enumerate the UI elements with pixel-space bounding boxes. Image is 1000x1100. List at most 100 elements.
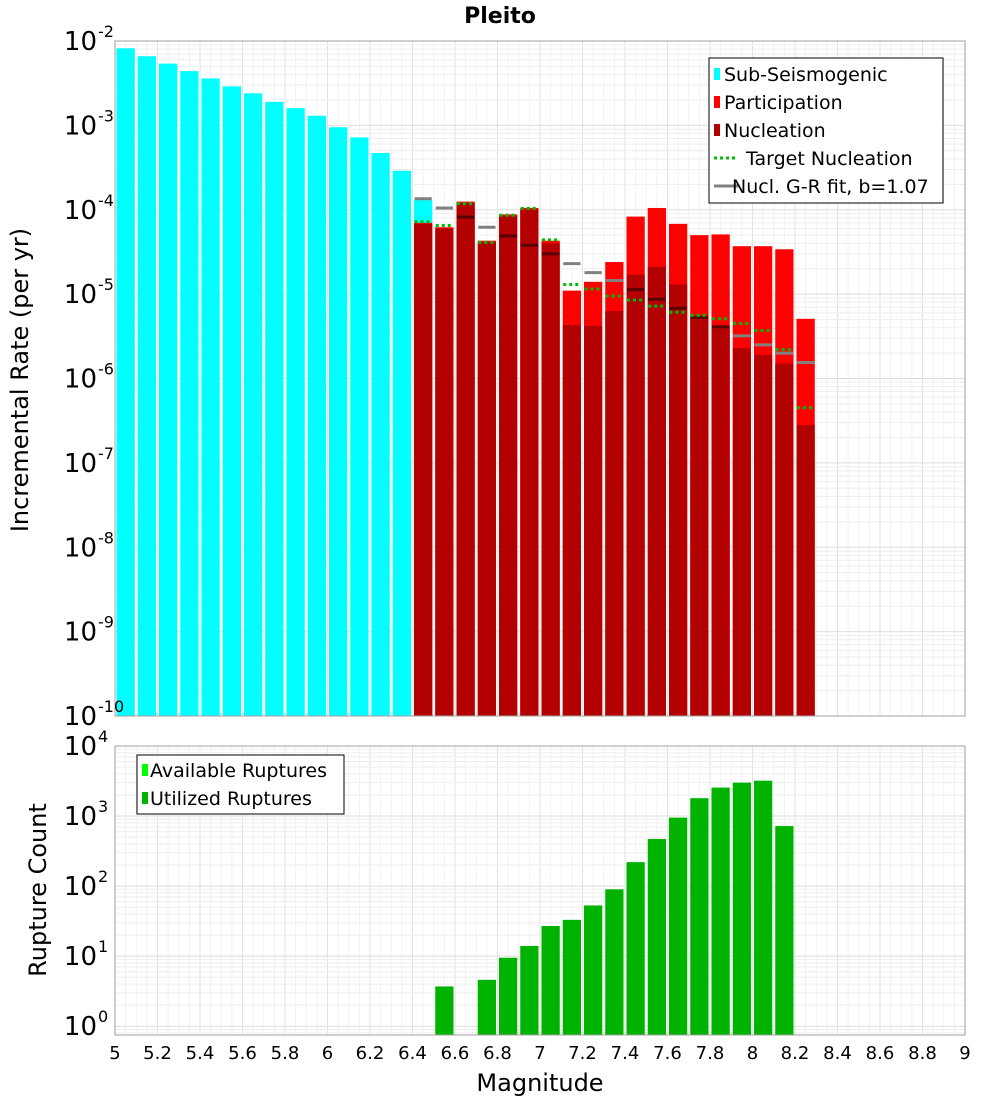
sub-seismogenic-bar: [244, 93, 263, 716]
rate-ytick-exponent: -9: [98, 613, 114, 632]
sub-seismogenic-bar: [392, 170, 411, 716]
x-tick-label: 5.8: [271, 1043, 300, 1064]
legend-swatch: [714, 68, 720, 80]
count-plot-border: [114, 745, 966, 1036]
utilized-ruptures-bar: [690, 798, 709, 1035]
chart-title: Pleito: [464, 4, 536, 29]
sub-seismogenic-bar: [265, 101, 284, 716]
nucleation-bar: [520, 209, 539, 716]
nucleation-bar: [499, 216, 518, 717]
x-tick-label: 6.4: [398, 1043, 427, 1064]
count-ytick-label: 10: [64, 732, 97, 762]
rate-ytick-label: 10: [64, 618, 97, 648]
sub-seismogenic-bar: [371, 153, 390, 716]
count-ytick-exponent: 2: [98, 867, 108, 886]
nucleation-bar: [669, 284, 688, 716]
legend-swatch: [142, 792, 148, 804]
count-ytick-label: 10: [64, 802, 97, 832]
x-tick-label: 5.4: [186, 1043, 215, 1064]
sub-seismogenic-bar: [201, 78, 220, 717]
rate-ytick-exponent: -8: [98, 528, 114, 547]
rate-ytick-label: 10: [64, 702, 97, 732]
x-tick-label: 8.2: [781, 1043, 810, 1064]
count-legend: Available Ruptures Utilized Ruptures: [136, 754, 345, 815]
rate-ytick-exponent: -3: [98, 106, 114, 125]
utilized-ruptures-bar: [541, 925, 560, 1035]
count-ytick-label: 10: [64, 872, 97, 902]
x-tick-label: 8.6: [866, 1043, 895, 1064]
count-ytick-exponent: 3: [98, 797, 108, 816]
legend-label: Sub-Seismogenic: [724, 64, 888, 86]
x-tick-label: 8.4: [823, 1043, 852, 1064]
nucleation-bar: [732, 347, 751, 716]
x-tick-label: 6: [322, 1043, 333, 1064]
rate-ytick-label: 10: [64, 449, 97, 479]
rate-ytick-label: 10: [64, 27, 97, 57]
count-ytick-label: 10: [64, 942, 97, 972]
x-tick-label: 9: [959, 1043, 970, 1064]
sub-seismogenic-bar: [137, 56, 156, 717]
x-tick-label: 7: [534, 1043, 545, 1064]
nucleation-bar: [626, 274, 645, 716]
utilized-ruptures-bar: [562, 919, 581, 1035]
utilized-ruptures-bar: [584, 905, 603, 1035]
legend-label: Available Ruptures: [150, 760, 327, 782]
sub-seismogenic-bar: [159, 63, 178, 716]
nucleation-bar: [775, 363, 794, 716]
utilized-ruptures-bar: [732, 782, 751, 1035]
sub-seismogenic-bar: [350, 137, 369, 716]
nucleation-bar: [414, 223, 433, 716]
nucleation-bar: [477, 242, 496, 716]
legend-swatch: [714, 124, 720, 136]
x-tick-label: 8: [747, 1043, 758, 1064]
x-tick-label: 5.2: [143, 1043, 172, 1064]
utilized-ruptures-bar: [711, 787, 730, 1035]
nucleation-bar: [584, 325, 603, 716]
x-tick-label: 6.8: [483, 1043, 512, 1064]
legend-swatch: [142, 764, 148, 776]
legend-swatch: [714, 96, 720, 108]
sub-seismogenic-bar: [307, 115, 326, 716]
nucleation-bar: [690, 316, 709, 716]
legend-label: Nucl. G-R fit, b=1.07: [732, 176, 929, 198]
x-tick-label: 7.2: [568, 1043, 597, 1064]
legend-label: Nucleation: [724, 120, 826, 142]
nucleation-bar: [647, 266, 666, 716]
sub-seismogenic-bar: [286, 108, 305, 717]
sub-seismogenic-bar: [116, 48, 135, 716]
sub-seismogenic-bar: [222, 86, 241, 716]
x-tick-label: 6.2: [356, 1043, 385, 1064]
y-axis-label-count: Rupture Count: [24, 803, 52, 977]
rate-legend-box: [708, 57, 944, 204]
utilized-ruptures-bar: [669, 817, 688, 1035]
x-tick-label: 7.4: [611, 1043, 640, 1064]
utilized-ruptures-bar: [605, 889, 624, 1035]
x-tick-label: 7.8: [696, 1043, 725, 1064]
rate-legend: Sub-Seismogenic Participation Nucleation Ta…: [708, 57, 944, 204]
utilized-ruptures-bar: [647, 839, 666, 1035]
x-tick-label: 6.6: [441, 1043, 470, 1064]
utilized-ruptures-bar: [435, 986, 454, 1035]
rate-ytick-exponent: -10: [98, 697, 124, 716]
count-ytick-label: 10: [64, 1012, 97, 1042]
sub-seismogenic-bar: [180, 71, 199, 716]
rate-ytick-label: 10: [64, 280, 97, 310]
utilized-ruptures-bar: [499, 957, 518, 1035]
rate-plot-border: [114, 40, 966, 717]
legend-label: Target Nucleation: [745, 148, 913, 170]
utilized-ruptures-bar: [754, 780, 773, 1035]
rate-ytick-exponent: -6: [98, 360, 114, 379]
count-ytick-exponent: 1: [98, 937, 108, 956]
count-ytick-exponent: 0: [98, 1007, 108, 1026]
count-legend-box: [136, 754, 345, 815]
rate-ytick-label: 10: [64, 196, 97, 226]
nucleation-bar: [435, 228, 454, 716]
rate-ytick-label: 10: [64, 111, 97, 141]
nucleation-bar: [711, 325, 730, 716]
sub-seismogenic-bar: [329, 127, 348, 716]
rate-ytick-label: 10: [64, 533, 97, 563]
x-tick-label: 5: [109, 1043, 120, 1064]
nucleation-bar: [796, 425, 815, 716]
utilized-ruptures-bar: [775, 826, 794, 1035]
